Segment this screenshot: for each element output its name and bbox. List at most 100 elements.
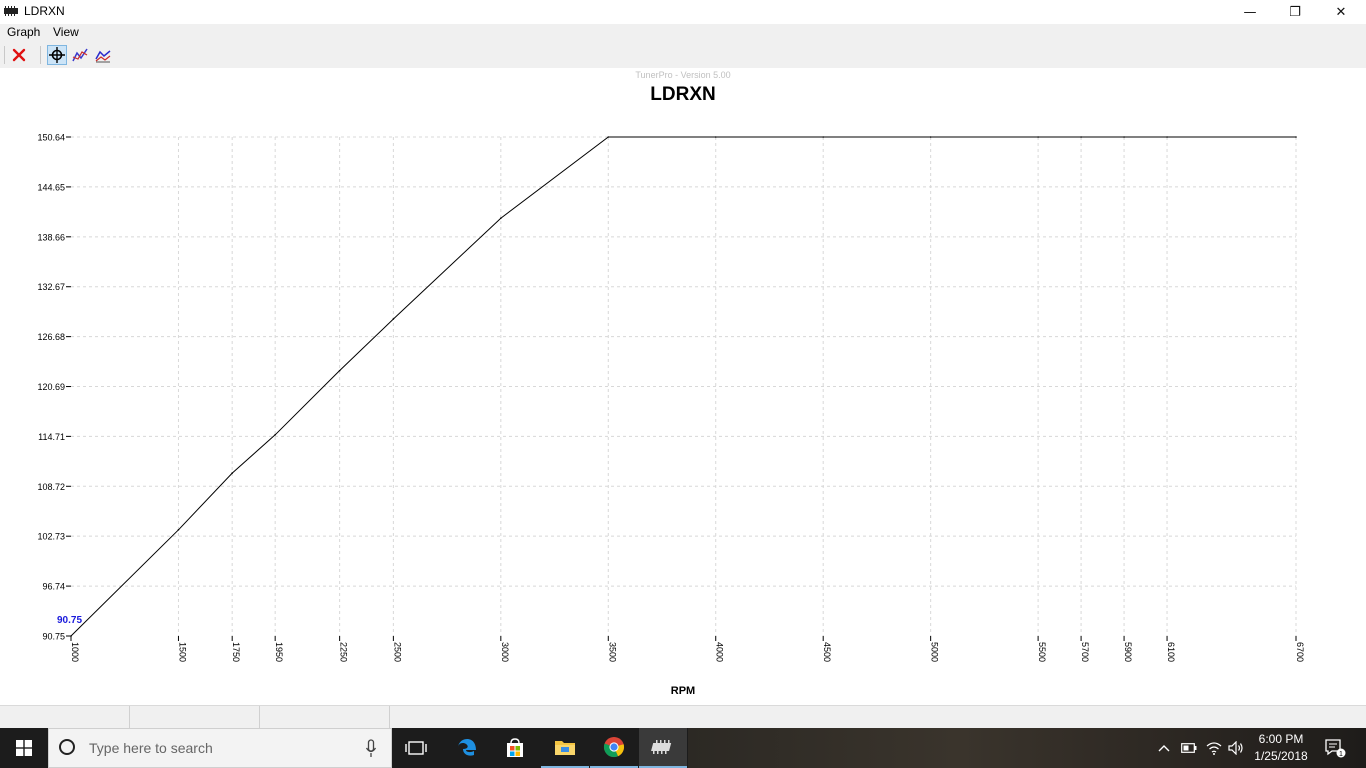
status-pane (260, 706, 390, 728)
x-tick-label: 1950 (274, 642, 284, 662)
compare-line-button[interactable] (93, 45, 113, 65)
notification-icon: 1 (1325, 739, 1346, 758)
file-explorer-icon (555, 741, 575, 755)
data-point (1166, 136, 1168, 138)
trace-line-icon (72, 48, 88, 62)
status-pane (130, 706, 260, 728)
toolbar (0, 42, 1366, 68)
x-tick-label: 1500 (177, 642, 187, 662)
data-point (338, 369, 341, 372)
y-tick-label: 120.69 (37, 382, 65, 392)
x-tick-label: 1000 (70, 642, 80, 662)
data-point (929, 136, 932, 138)
status-bar (0, 705, 1366, 728)
taskbar: Type here to search (0, 728, 1366, 768)
file-explorer-button[interactable] (541, 728, 589, 768)
volume-button[interactable] (1226, 728, 1246, 768)
taskbar-search-box[interactable]: Type here to search (48, 728, 392, 768)
crosshair-icon (49, 47, 65, 63)
edge-button[interactable] (443, 728, 491, 768)
menu-view[interactable]: View (53, 25, 79, 39)
chrome-button[interactable] (590, 728, 638, 768)
speaker-icon (1228, 741, 1243, 755)
data-point (1080, 136, 1082, 138)
taskbar-wallpaper (688, 728, 1366, 768)
x-tick-label: 5900 (1123, 642, 1133, 662)
x-tick-label: 6100 (1166, 642, 1176, 662)
chip-icon (4, 6, 18, 16)
y-tick-label: 150.64 (37, 133, 65, 143)
y-tick-label: 108.72 (37, 482, 65, 492)
title-bar: LDRXN — ❐ ✕ (0, 0, 1366, 24)
data-point (231, 472, 233, 474)
data-point (1295, 136, 1297, 138)
edge-icon (458, 739, 476, 756)
y-tick-label: 132.67 (37, 282, 65, 292)
microphone-icon[interactable] (365, 739, 377, 759)
y-tick-label: 96.74 (42, 582, 65, 592)
wifi-icon (1206, 742, 1222, 755)
notification-count: 1 (1339, 751, 1343, 758)
data-point (822, 136, 824, 138)
data-point (70, 635, 72, 637)
chart-plot[interactable]: 90.75 96.74 102.73 108.72 114.71 120.69 126.68… (0, 0, 1366, 705)
x-tick-label: 2500 (392, 642, 402, 662)
chrome-icon (603, 737, 625, 758)
data-point (500, 217, 502, 219)
close-button[interactable]: ✕ (1335, 4, 1347, 20)
x-tick-label: 5500 (1037, 642, 1047, 662)
menu-bar: Graph View (0, 24, 1366, 42)
show-hidden-icons-button[interactable] (1155, 728, 1173, 768)
battery-button[interactable] (1178, 728, 1200, 768)
task-view-icon (405, 741, 427, 755)
windows-logo-icon (16, 740, 32, 756)
y-tick-label: 114.71 (38, 432, 65, 442)
clock-time: 6:00 PM (1258, 732, 1304, 746)
y-tick-label: 90.75 (42, 632, 65, 642)
x-tick-label: 1750 (231, 642, 241, 662)
cursor-value-label: 90.75 (57, 615, 83, 626)
chart-title: LDRXN (650, 84, 716, 105)
status-pane (0, 706, 130, 728)
toolbar-separator (40, 46, 41, 64)
restore-button[interactable]: ❐ (1289, 4, 1301, 20)
x-tick-label: 3500 (607, 642, 617, 662)
x-tick-label: 5000 (930, 642, 940, 662)
battery-icon (1181, 743, 1197, 753)
compare-line-icon (95, 50, 111, 63)
store-button[interactable] (491, 728, 539, 768)
x-axis-label: RPM (670, 685, 696, 697)
start-button[interactable] (0, 728, 48, 768)
data-point (274, 433, 276, 436)
y-tick-label: 102.73 (37, 532, 65, 542)
x-tick-label: 4000 (715, 642, 725, 662)
data-point (1037, 136, 1039, 138)
search-placeholder: Type here to search (89, 740, 213, 756)
data-point (1123, 136, 1125, 138)
window-title: LDRXN (24, 4, 65, 18)
tunerpro-icon (651, 740, 672, 754)
x-tick-label: 4500 (822, 642, 832, 662)
task-view-button[interactable] (392, 728, 440, 768)
data-point (714, 136, 717, 138)
network-button[interactable] (1203, 728, 1225, 768)
close-graph-icon (12, 48, 26, 62)
y-tick-label: 144.65 (37, 182, 65, 192)
x-tick-label: 3000 (500, 642, 510, 662)
minimize-button[interactable]: — (1243, 4, 1257, 20)
action-center-button[interactable]: 1 (1320, 728, 1350, 768)
crosshair-button[interactable] (47, 45, 67, 65)
menu-graph[interactable]: Graph (7, 25, 41, 39)
tunerpro-taskbar-button[interactable] (639, 728, 687, 768)
x-tick-label: 2250 (339, 642, 349, 662)
y-tick-label: 138.66 (37, 232, 65, 242)
data-point (607, 136, 610, 138)
close-graph-button[interactable] (9, 45, 29, 65)
version-text: TunerPro - Version 5.00 (635, 70, 731, 80)
trace-line-button[interactable] (70, 45, 90, 65)
store-icon (507, 738, 523, 757)
toolbar-separator (4, 46, 5, 64)
x-tick-label: 5700 (1080, 642, 1090, 662)
data-point (392, 318, 395, 320)
taskbar-clock[interactable]: 6:00 PM 1/25/2018 (1248, 731, 1314, 765)
